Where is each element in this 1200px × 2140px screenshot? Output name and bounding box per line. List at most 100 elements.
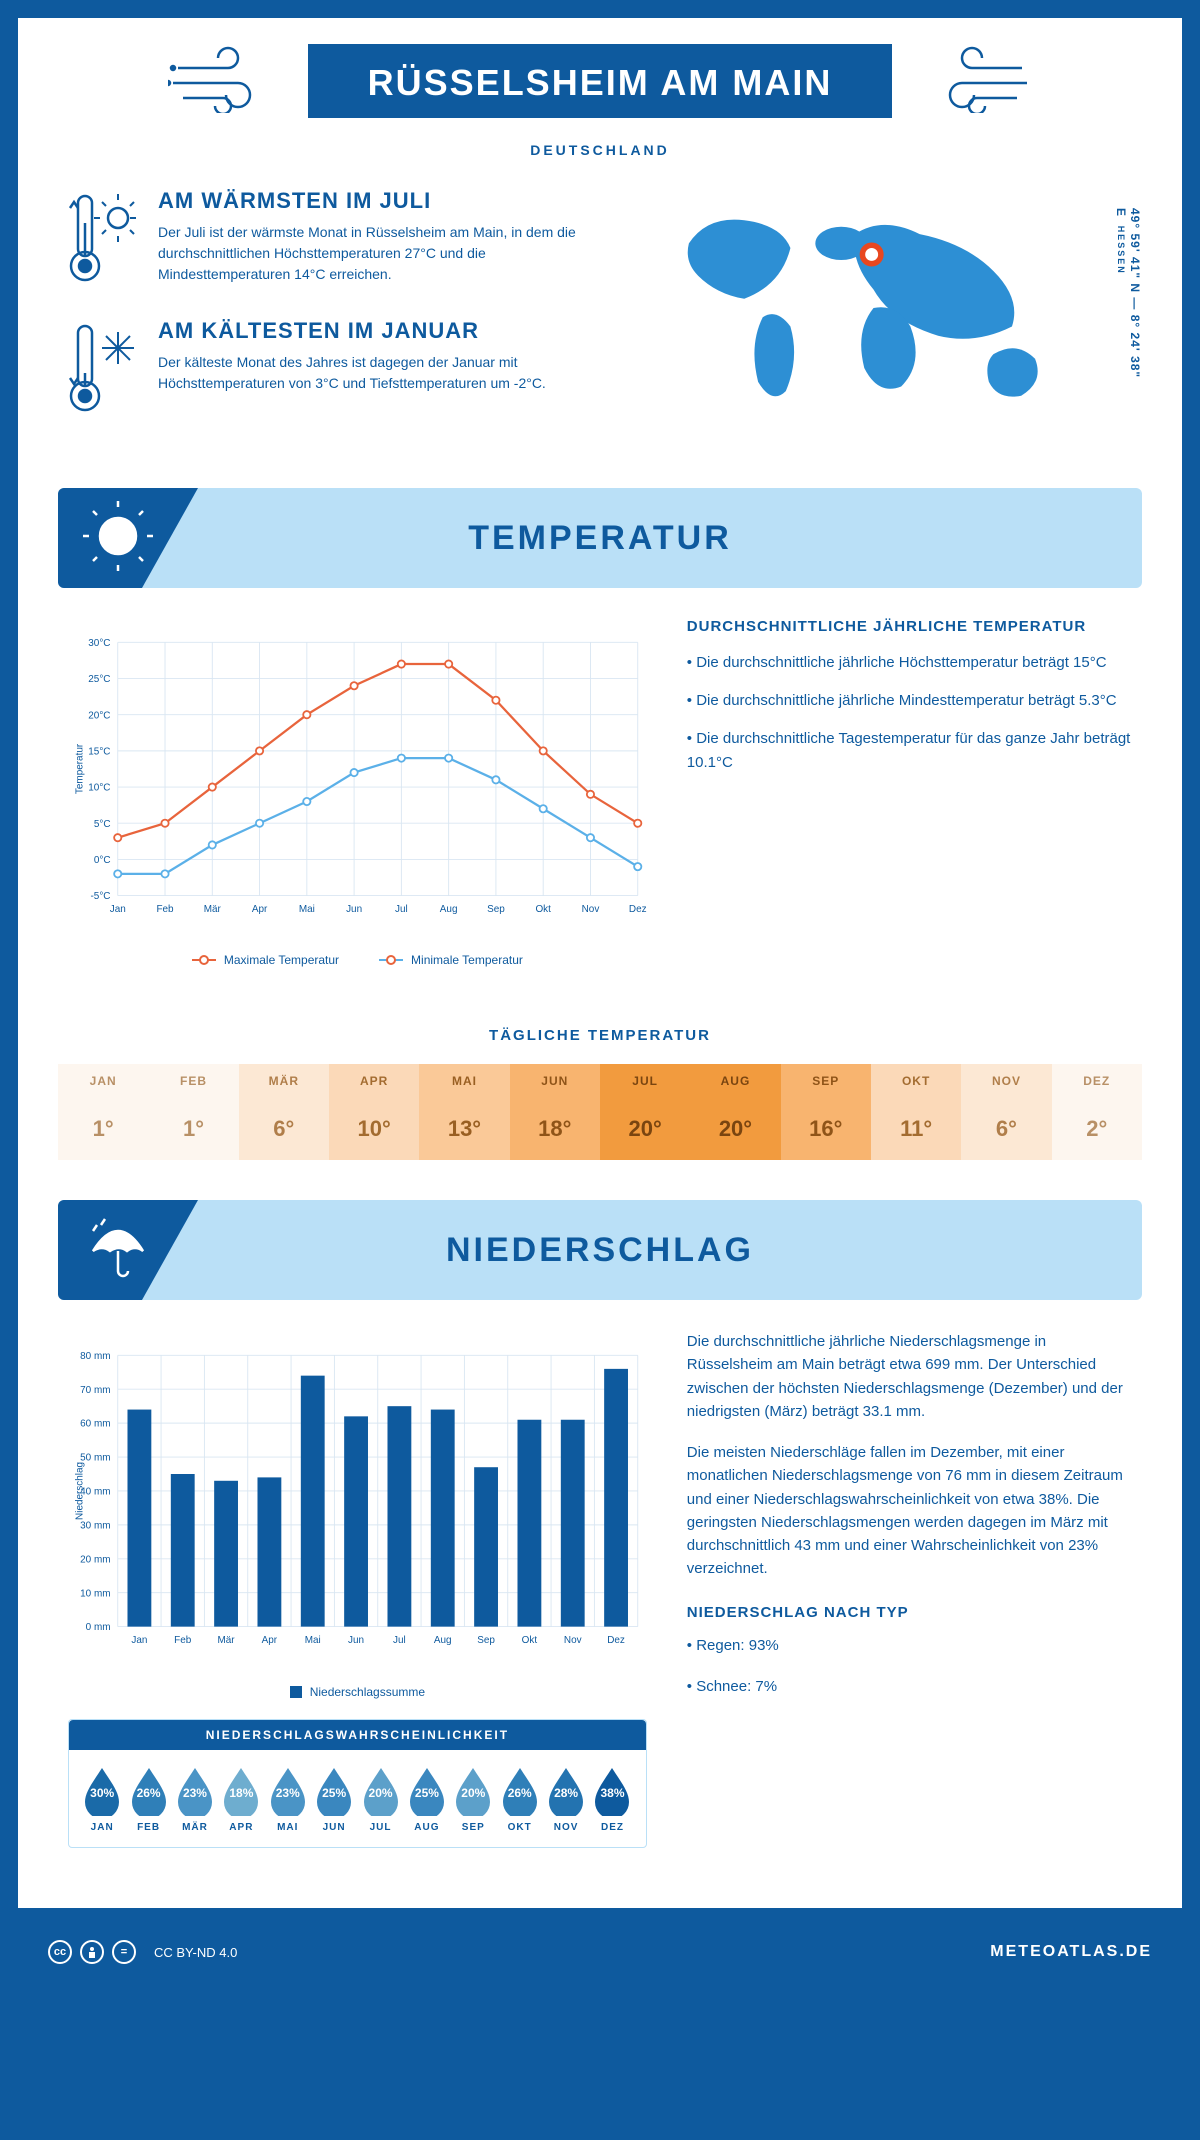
precip-text: Die durchschnittliche jährliche Niedersc… [687,1330,1132,1423]
temp-cell: APR10° [329,1064,419,1160]
svg-text:20°C: 20°C [88,710,110,721]
sun-icon [103,501,153,576]
wind-icon [922,43,1032,118]
svg-text:Mär: Mär [204,904,222,915]
svg-text:20 mm: 20 mm [80,1554,110,1565]
svg-text:Jul: Jul [395,904,408,915]
prob-item: 23%MAI [267,1764,309,1833]
temp-cell: DEZ2° [1052,1064,1142,1160]
svg-text:Jun: Jun [346,904,362,915]
cold-title: AM KÄLTESTEN IM JANUAR [158,318,585,344]
prob-item: 25%JUN [313,1764,355,1833]
svg-text:Apr: Apr [262,1635,278,1646]
svg-text:15°C: 15°C [88,746,110,757]
svg-text:30 mm: 30 mm [80,1520,110,1531]
daily-temp-title: TÄGLICHE TEMPERATUR [18,1027,1182,1044]
cold-text: Der kälteste Monat des Jahres ist dagege… [158,352,585,394]
precip-type-bullet: • Regen: 93% [687,1634,1132,1657]
svg-text:Aug: Aug [440,904,458,915]
svg-text:60 mm: 60 mm [80,1419,110,1430]
bar-legend: Niederschlagssumme [68,1685,647,1699]
svg-text:Nov: Nov [564,1635,582,1646]
svg-text:Mai: Mai [305,1635,321,1646]
prob-item: 18%APR [220,1764,262,1833]
temp-cell: AUG20° [690,1064,780,1160]
section-temperature: TEMPERATUR [58,488,1142,588]
thermometer-hot-icon [68,188,138,293]
temp-cell: FEB1° [148,1064,238,1160]
svg-text:Sep: Sep [477,1635,495,1646]
by-icon [80,1940,104,1964]
svg-text:-5°C: -5°C [91,891,111,902]
wind-icon [168,43,278,118]
prob-item: 26%FEB [128,1764,170,1833]
svg-text:Jul: Jul [393,1635,406,1646]
svg-text:30°C: 30°C [88,638,110,649]
svg-text:25°C: 25°C [88,674,110,685]
temp-bullet: • Die durchschnittliche jährliche Höchst… [687,651,1132,675]
svg-text:Mai: Mai [299,904,315,915]
svg-text:Feb: Feb [174,1635,192,1646]
svg-text:Okt: Okt [522,1635,538,1646]
svg-text:Okt: Okt [535,904,551,915]
prob-item: 20%SEP [452,1764,494,1833]
temp-cell: JUL20° [600,1064,690,1160]
temp-desc-title: DURCHSCHNITTLICHE JÄHRLICHE TEMPERATUR [687,618,1132,635]
temp-cell: OKT11° [871,1064,961,1160]
svg-text:Mär: Mär [218,1635,236,1646]
temp-cell: MÄR6° [239,1064,329,1160]
prob-item: 38%DEZ [591,1764,633,1833]
temp-cell: JAN1° [58,1064,148,1160]
svg-text:0°C: 0°C [94,855,111,866]
precipitation-bar-chart: 0 mm10 mm20 mm30 mm40 mm50 mm60 mm70 mm8… [68,1330,647,1670]
svg-text:Sep: Sep [487,904,505,915]
svg-text:Niederschlag: Niederschlag [74,1462,85,1520]
precip-type-title: NIEDERSCHLAG NACH TYP [687,1601,1132,1624]
site-name: METEOATLAS.DE [990,1943,1152,1961]
svg-text:Jun: Jun [348,1635,364,1646]
temp-bullet: • Die durchschnittliche Tagestemperatur … [687,727,1132,775]
coordinates: 49° 59' 41" N — 8° 24' 38" E HESSEN [1114,208,1142,448]
prob-item: 23%MÄR [174,1764,216,1833]
daily-temp-table: JAN1°FEB1°MÄR6°APR10°MAI13°JUN18°JUL20°A… [58,1064,1142,1160]
svg-text:10°C: 10°C [88,783,110,794]
svg-text:Temperatur: Temperatur [74,743,85,794]
prob-item: 20%JUL [360,1764,402,1833]
svg-text:Jan: Jan [131,1635,147,1646]
precip-type-bullet: • Schnee: 7% [687,1675,1132,1698]
temp-cell: SEP16° [781,1064,871,1160]
svg-text:80 mm: 80 mm [80,1351,110,1362]
prob-item: 25%AUG [406,1764,448,1833]
temp-cell: MAI13° [419,1064,509,1160]
svg-text:5°C: 5°C [94,819,111,830]
svg-text:Dez: Dez [629,904,647,915]
section-precipitation: NIEDERSCHLAG [58,1200,1142,1300]
temp-bullet: • Die durchschnittliche jährliche Mindes… [687,689,1132,713]
license-text: CC BY-ND 4.0 [154,1945,237,1960]
svg-text:Aug: Aug [434,1635,452,1646]
temp-cell: NOV6° [961,1064,1051,1160]
page-title: RÜSSELSHEIM AM MAIN [308,44,893,118]
prob-item: 28%NOV [545,1764,587,1833]
footer: cc = CC BY-ND 4.0 METEOATLAS.DE [18,1926,1182,1978]
warm-text: Der Juli ist der wärmste Monat in Rüssel… [158,222,585,285]
chart-legend: .legend-swatch:nth-child(1)::after{borde… [68,953,647,967]
svg-text:Dez: Dez [607,1635,625,1646]
cc-icon: cc [48,1940,72,1964]
svg-text:Feb: Feb [156,904,174,915]
prob-item: 26%OKT [499,1764,541,1833]
temperature-line-chart: -5°C 0°C 5°C 10°C 15°C 20°C 25°C 30°C Jan Feb Mär A… [68,618,647,938]
svg-text:Nov: Nov [582,904,600,915]
svg-text:70 mm: 70 mm [80,1385,110,1396]
thermometer-cold-icon [68,318,138,423]
svg-text:10 mm: 10 mm [80,1588,110,1599]
svg-text:Jan: Jan [110,904,126,915]
world-map [615,188,1132,428]
svg-text:Apr: Apr [252,904,268,915]
temp-cell: JUN18° [510,1064,600,1160]
nd-icon: = [112,1940,136,1964]
precipitation-probability: NIEDERSCHLAGSWAHRSCHEINLICHKEIT 30%JAN26… [68,1719,647,1848]
svg-text:0 mm: 0 mm [86,1622,111,1633]
page-subtitle: DEUTSCHLAND [18,128,1182,188]
prob-item: 30%JAN [81,1764,123,1833]
